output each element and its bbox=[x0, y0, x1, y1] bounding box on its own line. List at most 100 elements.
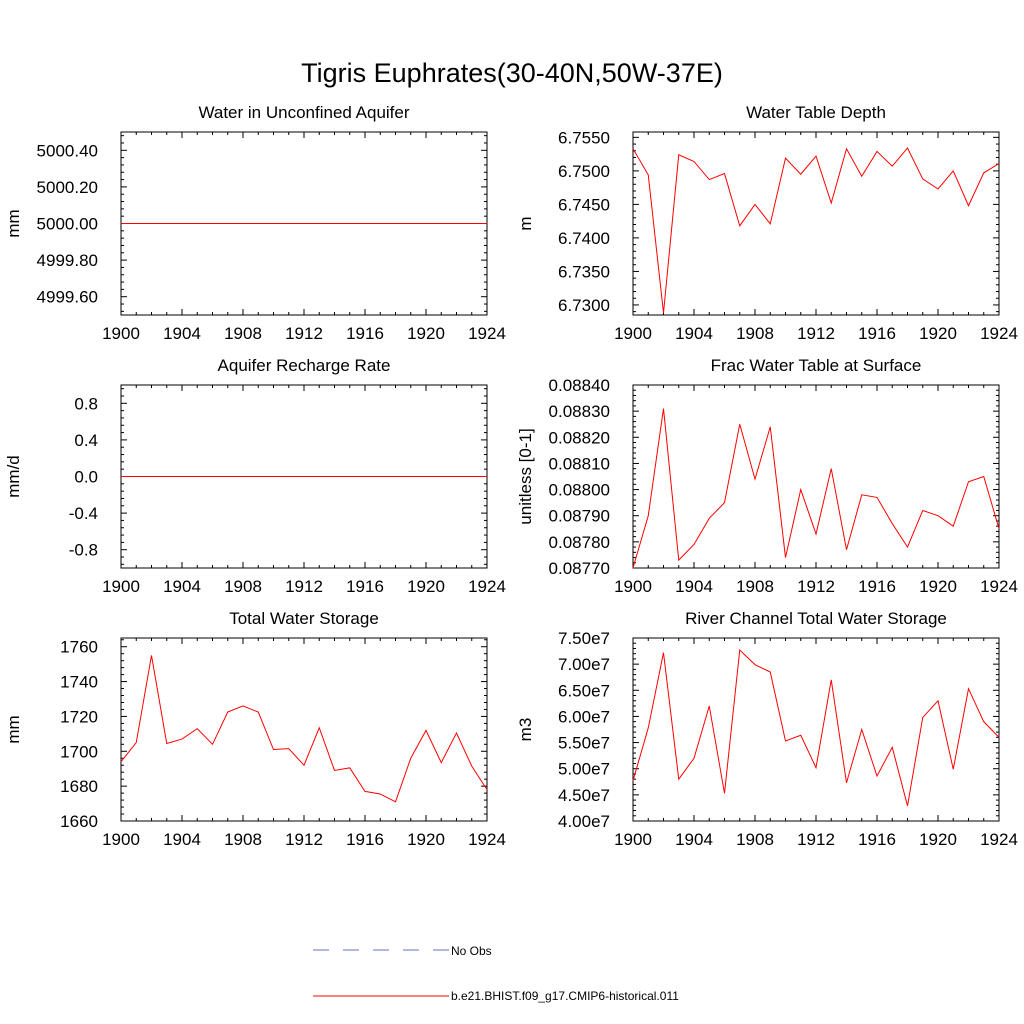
y-tick-label: 5000.40 bbox=[37, 141, 98, 160]
y-tick-label: 7.00e7 bbox=[558, 655, 610, 674]
y-tick-label: 4.50e7 bbox=[558, 786, 610, 805]
plot-frame bbox=[120, 637, 488, 822]
panel-total-water-storage: Total Water Storage mm 1900 1904 1908 1912 191… bbox=[4, 609, 506, 849]
x-tick-label: 1924 bbox=[468, 577, 506, 596]
y-tick-label: 1720 bbox=[60, 707, 98, 726]
y-tick-label: 0.08810 bbox=[549, 454, 610, 473]
x-tick-label: 1900 bbox=[614, 324, 652, 343]
series-line bbox=[120, 655, 488, 803]
x-tick-label: 1904 bbox=[163, 577, 201, 596]
x-tick-label: 1904 bbox=[163, 324, 201, 343]
x-tick-label: 1908 bbox=[736, 324, 774, 343]
y-tick-label: 6.7300 bbox=[558, 296, 610, 315]
x-tick-label: 1924 bbox=[980, 324, 1018, 343]
x-tick-label: 1904 bbox=[675, 577, 713, 596]
panel-title: Aquifer Recharge Rate bbox=[218, 356, 391, 375]
y-tick-label: -0.8 bbox=[69, 541, 98, 560]
y-tick-label: 6.7500 bbox=[558, 162, 610, 181]
legend-model-label: b.e21.BHIST.f09_g17.CMIP6-historical.011 bbox=[451, 989, 679, 1003]
y-tick-label: 4999.80 bbox=[37, 251, 98, 270]
x-tick-label: 1908 bbox=[224, 830, 262, 849]
y-tick-label: 1660 bbox=[60, 812, 98, 831]
y-axis-label: mm bbox=[4, 715, 23, 743]
x-tick-label: 1904 bbox=[675, 324, 713, 343]
y-axis-label: m3 bbox=[516, 718, 535, 742]
y-tick-label: 0.08790 bbox=[549, 507, 610, 526]
x-tick-label: 1912 bbox=[285, 324, 323, 343]
y-tick-label: 5.00e7 bbox=[558, 760, 610, 779]
y-tick-label: 6.00e7 bbox=[558, 707, 610, 726]
y-tick-label: 0.08820 bbox=[549, 428, 610, 447]
panel-title: Total Water Storage bbox=[229, 609, 379, 628]
x-tick-label: 1904 bbox=[163, 830, 201, 849]
x-tick-label: 1908 bbox=[224, 577, 262, 596]
y-tick-label: 6.7450 bbox=[558, 195, 610, 214]
y-axis-label: m bbox=[516, 216, 535, 230]
y-tick-label: 5000.00 bbox=[37, 215, 98, 234]
x-tick-label: 1912 bbox=[797, 577, 835, 596]
x-tick-label: 1920 bbox=[407, 324, 445, 343]
y-tick-label: 5000.20 bbox=[37, 178, 98, 197]
y-tick-label: 6.7550 bbox=[558, 128, 610, 147]
y-tick-label: 7.50e7 bbox=[558, 629, 610, 648]
y-axis-label: mm bbox=[4, 209, 23, 237]
x-tick-label: 1900 bbox=[102, 324, 140, 343]
y-tick-label: 0.4 bbox=[74, 431, 98, 450]
x-tick-label: 1916 bbox=[858, 577, 896, 596]
legend: No Obs b.e21.BHIST.f09_g17.CMIP6-histori… bbox=[313, 944, 679, 1003]
y-tick-label: 1680 bbox=[60, 777, 98, 796]
x-tick-label: 1912 bbox=[285, 577, 323, 596]
plot-frame bbox=[632, 131, 1000, 316]
x-tick-label: 1916 bbox=[346, 324, 384, 343]
x-tick-label: 1924 bbox=[468, 324, 506, 343]
x-tick-label: 1924 bbox=[980, 830, 1018, 849]
panel-aquifer-recharge-rate: Aquifer Recharge Rate mm/d 1900 1904 1908 191… bbox=[4, 356, 506, 596]
panel-water-in-unconfined-aquifer: Water in Unconfined Aquifer mm 1900 1904 190… bbox=[4, 103, 506, 343]
y-tick-label: 0.08830 bbox=[549, 402, 610, 421]
y-tick-label: 0.08840 bbox=[549, 376, 610, 395]
y-tick-label: 1740 bbox=[60, 673, 98, 692]
x-tick-label: 1900 bbox=[614, 577, 652, 596]
x-tick-label: 1912 bbox=[797, 830, 835, 849]
y-axis-label: unitless [0-1] bbox=[516, 428, 535, 524]
series-line bbox=[632, 648, 1000, 806]
x-tick-label: 1900 bbox=[614, 830, 652, 849]
x-tick-label: 1920 bbox=[919, 324, 957, 343]
x-tick-label: 1908 bbox=[736, 830, 774, 849]
x-tick-label: 1924 bbox=[980, 577, 1018, 596]
y-tick-label: 1760 bbox=[60, 638, 98, 657]
x-tick-label: 1908 bbox=[736, 577, 774, 596]
x-tick-label: 1908 bbox=[224, 324, 262, 343]
y-tick-label: 4.00e7 bbox=[558, 812, 610, 831]
y-tick-label: -0.4 bbox=[69, 504, 98, 523]
x-tick-label: 1920 bbox=[407, 830, 445, 849]
x-tick-label: 1912 bbox=[797, 324, 835, 343]
x-tick-label: 1916 bbox=[858, 324, 896, 343]
y-tick-label: 0.08780 bbox=[549, 533, 610, 552]
y-tick-label: 0.08770 bbox=[549, 559, 610, 578]
figure-title: Tigris Euphrates(30-40N,50W-37E) bbox=[301, 58, 723, 88]
y-tick-label: 0.08800 bbox=[549, 481, 610, 500]
x-tick-label: 1916 bbox=[346, 830, 384, 849]
y-tick-label: 6.7350 bbox=[558, 262, 610, 281]
y-tick-label: 6.7400 bbox=[558, 229, 610, 248]
x-tick-label: 1920 bbox=[919, 577, 957, 596]
series-line bbox=[632, 408, 1000, 569]
y-tick-label: 6.50e7 bbox=[558, 681, 610, 700]
panel-title: Water in Unconfined Aquifer bbox=[198, 103, 409, 122]
panel-frac-water-table-at-surface: Frac Water Table at Surface unitless [0-1… bbox=[516, 356, 1018, 596]
panel-title: Water Table Depth bbox=[746, 103, 886, 122]
x-tick-label: 1900 bbox=[102, 830, 140, 849]
x-tick-label: 1916 bbox=[346, 577, 384, 596]
panel-title: River Channel Total Water Storage bbox=[685, 609, 947, 628]
x-tick-label: 1904 bbox=[675, 830, 713, 849]
y-tick-label: 0.8 bbox=[74, 394, 98, 413]
panel-title: Frac Water Table at Surface bbox=[711, 356, 922, 375]
x-tick-label: 1920 bbox=[919, 830, 957, 849]
y-tick-label: 1700 bbox=[60, 742, 98, 761]
panel-river-channel-total-water-storage: River Channel Total Water Storage m3 1900 1… bbox=[516, 609, 1018, 849]
y-axis-label: mm/d bbox=[4, 455, 23, 498]
legend-obs-label: No Obs bbox=[451, 944, 492, 958]
x-tick-label: 1900 bbox=[102, 577, 140, 596]
